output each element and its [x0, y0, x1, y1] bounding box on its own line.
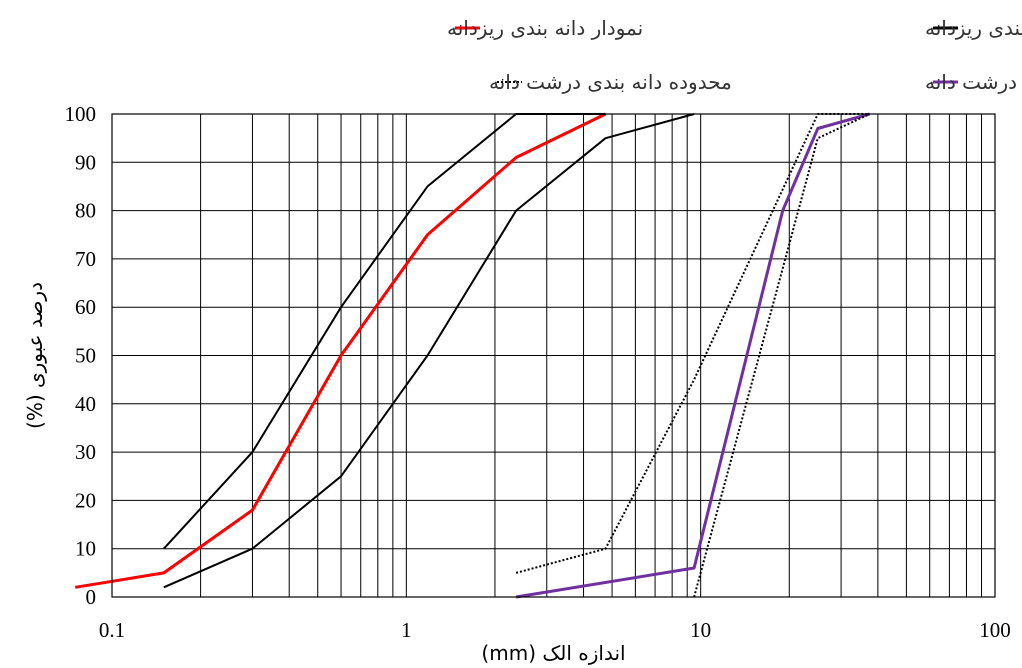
x-tick-label: 10 [690, 618, 711, 642]
x-axis-title: اندازه الک (mm) [481, 641, 625, 665]
y-tick-label: 40 [75, 392, 96, 416]
y-tick-label: 0 [86, 585, 97, 609]
plot-frame [111, 113, 996, 598]
y-tick-labels: 0 10 20 30 40 50 60 70 80 90 100 [65, 102, 97, 609]
y-axis-title: درصد عبوری (%) [23, 282, 47, 429]
y-tick-label: 90 [75, 150, 96, 174]
legend-entry-coarse-curve: نمودار دانه بندی درشت دانه [925, 70, 1022, 94]
x-tick-label: 0.1 [99, 618, 125, 642]
y-tick-label: 80 [75, 199, 96, 223]
legend-entry-fine-limits: محدوده دانه بندی ریزدانه [925, 16, 1022, 40]
y-tick-label: 70 [75, 247, 96, 271]
series-line-1 [163, 113, 606, 550]
legend-label-fine-limits: محدوده دانه بندی ریزدانه [925, 16, 1022, 40]
legend-label-coarse-limits: محدوده دانه بندی درشت دانه [489, 70, 732, 94]
legend-entry-fine-curve: نمودار دانه بندی ریزدانه [447, 16, 643, 40]
x-tick-label: 100 [979, 618, 1011, 642]
y-tick-label: 100 [65, 102, 97, 126]
x-tick-labels: 0.1 1 10 100 [99, 618, 1011, 642]
series-line-4 [515, 113, 870, 574]
x-tick-label: 1 [401, 618, 412, 642]
legend-label-coarse-curve: نمودار دانه بندی درشت دانه [925, 70, 1022, 94]
y-tick-label: 20 [75, 488, 96, 512]
y-tick-label: 50 [75, 344, 96, 368]
grid [112, 114, 995, 597]
series-line-0 [74, 112, 607, 589]
y-tick-label: 60 [75, 295, 96, 319]
y-tick-label: 30 [75, 440, 96, 464]
legend-label-fine-curve: نمودار دانه بندی ریزدانه [447, 16, 643, 40]
legend-entry-coarse-limits: محدوده دانه بندی درشت دانه [489, 70, 732, 94]
series-line-5 [693, 113, 871, 598]
legend: نمودار دانه بندی ریزدانه محدوده دانه بند… [447, 16, 1022, 94]
y-tick-label: 10 [75, 537, 96, 561]
